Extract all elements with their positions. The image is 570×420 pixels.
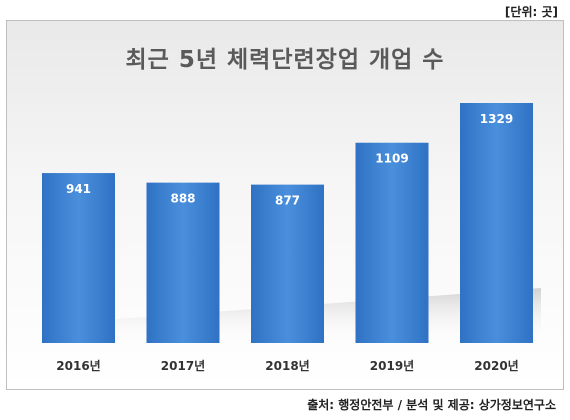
value-labels-group: 941 888 877 1109 1329 bbox=[66, 112, 513, 208]
source-label: 출처: 행정안전부 / 분석 및 제공: 상가정보연구소 bbox=[307, 398, 556, 412]
x-tick-label: 2018년 bbox=[265, 359, 309, 373]
unit-label: [단위: 곳] bbox=[504, 5, 558, 19]
value-label: 941 bbox=[66, 182, 91, 196]
bar-2019년 bbox=[355, 142, 429, 343]
x-tick-label: 2020년 bbox=[474, 359, 518, 373]
value-label: 888 bbox=[170, 192, 195, 206]
bars-group bbox=[42, 103, 533, 343]
bar-2018년 bbox=[251, 184, 324, 343]
value-label: 877 bbox=[275, 194, 300, 208]
bar-2017년 bbox=[146, 182, 220, 343]
value-label: 1329 bbox=[480, 112, 513, 126]
value-label: 1109 bbox=[375, 152, 408, 166]
x-tick-label: 2016년 bbox=[56, 359, 100, 373]
chart-title: 최근 5년 체력단련장업 개업 수 bbox=[125, 47, 445, 73]
x-tick-label: 2019년 bbox=[370, 359, 414, 373]
x-tick-labels-group: 2016년 2017년 2018년 2019년 2020년 bbox=[56, 359, 518, 373]
bar-2016년 bbox=[42, 173, 115, 343]
x-tick-label: 2017년 bbox=[161, 359, 205, 373]
bar-2020년 bbox=[460, 103, 533, 343]
